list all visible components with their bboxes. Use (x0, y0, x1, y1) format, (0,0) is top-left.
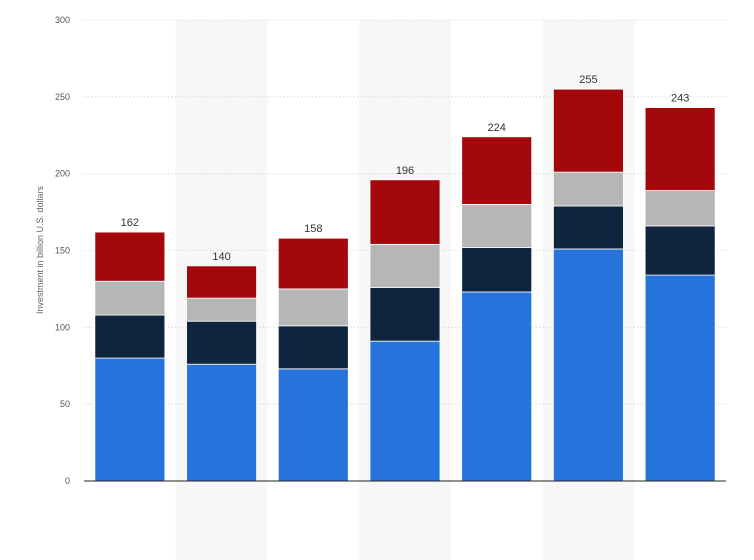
bar-segment[interactable] (644, 107, 716, 191)
bar-segment[interactable] (94, 314, 166, 359)
y-tick-label: 200 (55, 169, 70, 179)
bar-segment[interactable] (277, 368, 349, 482)
y-tick-label: 100 (55, 322, 70, 332)
y-tick-label: 250 (55, 92, 70, 102)
bar-segment[interactable] (644, 274, 716, 482)
bar-segment[interactable] (461, 291, 533, 482)
bar-segment[interactable] (186, 265, 257, 299)
bar-segment[interactable] (644, 225, 716, 276)
bar-segment[interactable] (553, 171, 624, 207)
y-tick-label: 0 (65, 476, 70, 486)
bar-segment[interactable] (369, 286, 441, 342)
bar-segment[interactable] (461, 203, 533, 248)
total-label: 162 (121, 217, 139, 229)
bar-segment[interactable] (369, 179, 441, 245)
bar-segment[interactable] (94, 280, 166, 316)
bar-segment[interactable] (186, 320, 257, 365)
y-axis-title: Investment in billion U.S. dollars (35, 185, 45, 314)
bar-segment[interactable] (94, 357, 166, 482)
bar-segment[interactable] (277, 288, 349, 327)
bar-segment[interactable] (553, 248, 624, 482)
total-label: 255 (579, 74, 597, 86)
bar-segment[interactable] (94, 231, 166, 282)
bar-segment[interactable] (461, 247, 533, 293)
bar-segment[interactable] (461, 136, 533, 205)
y-tick-label: 50 (60, 399, 70, 409)
bars (94, 88, 716, 482)
total-label: 196 (396, 165, 414, 177)
total-label: 224 (488, 122, 506, 134)
bar-segment[interactable] (369, 243, 441, 288)
total-labels: 162 140 158 196 224 255 243 (121, 74, 690, 263)
bar-segment[interactable] (369, 340, 441, 482)
bar-segment[interactable] (644, 190, 716, 227)
bar-segment[interactable] (277, 237, 349, 290)
bar-segment[interactable] (553, 88, 624, 173)
y-axis-ticks: 0 50 100 150 200 250 300 (55, 15, 70, 486)
y-tick-label: 300 (55, 15, 70, 25)
bar-segment[interactable] (186, 297, 257, 322)
bar-segment[interactable] (186, 363, 257, 482)
bar-segment[interactable] (553, 205, 624, 250)
total-label: 140 (212, 251, 230, 263)
bar-segment[interactable] (277, 325, 349, 370)
total-label: 243 (671, 93, 689, 105)
y-tick-label: 150 (55, 246, 70, 256)
total-label: 158 (304, 223, 322, 235)
